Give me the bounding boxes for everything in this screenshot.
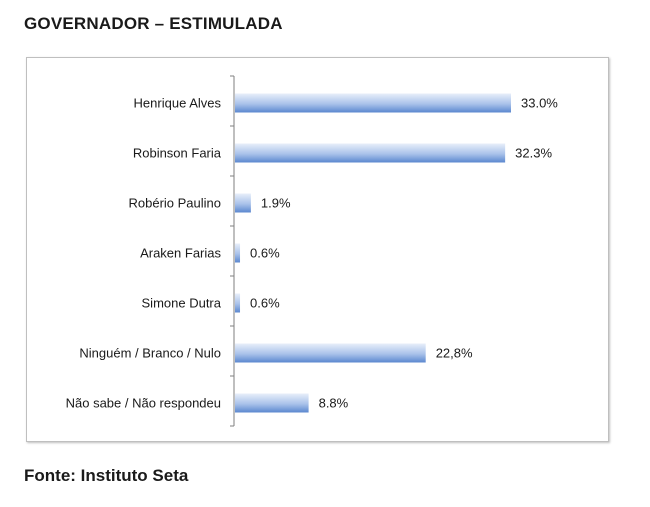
category-label: Araken Farias (140, 246, 221, 261)
chart-frame: Henrique Alves 33.0% Robinson Faria 32.3% Ro… (26, 57, 609, 442)
value-label: 8.8% (319, 396, 349, 411)
category-label: Robério Paulino (128, 196, 221, 211)
category-label: Não sabe / Não respondeu (66, 396, 221, 411)
bar (235, 343, 426, 363)
value-label: 33.0% (521, 96, 558, 111)
bar (235, 243, 241, 263)
bar (235, 193, 251, 213)
category-label: Ninguém / Branco / Nulo (79, 346, 221, 361)
value-label: 32.3% (515, 146, 552, 161)
chart-title: GOVERNADOR – ESTIMULADA (24, 14, 283, 33)
bar-chart: Henrique Alves 33.0% Robinson Faria 32.3% Ro… (66, 75, 558, 427)
bar (235, 293, 241, 313)
value-label: 1.9% (261, 196, 291, 211)
bar (235, 93, 511, 113)
category-label: Robinson Faria (133, 146, 222, 161)
source-note: Fonte: Instituto Seta (24, 466, 189, 485)
category-label: Simone Dutra (142, 296, 222, 311)
value-label: 0.6% (250, 246, 280, 261)
bar (235, 143, 506, 163)
category-label: Henrique Alves (134, 96, 222, 111)
value-label: 0.6% (250, 296, 280, 311)
bar (235, 393, 309, 413)
value-label: 22,8% (436, 346, 473, 361)
